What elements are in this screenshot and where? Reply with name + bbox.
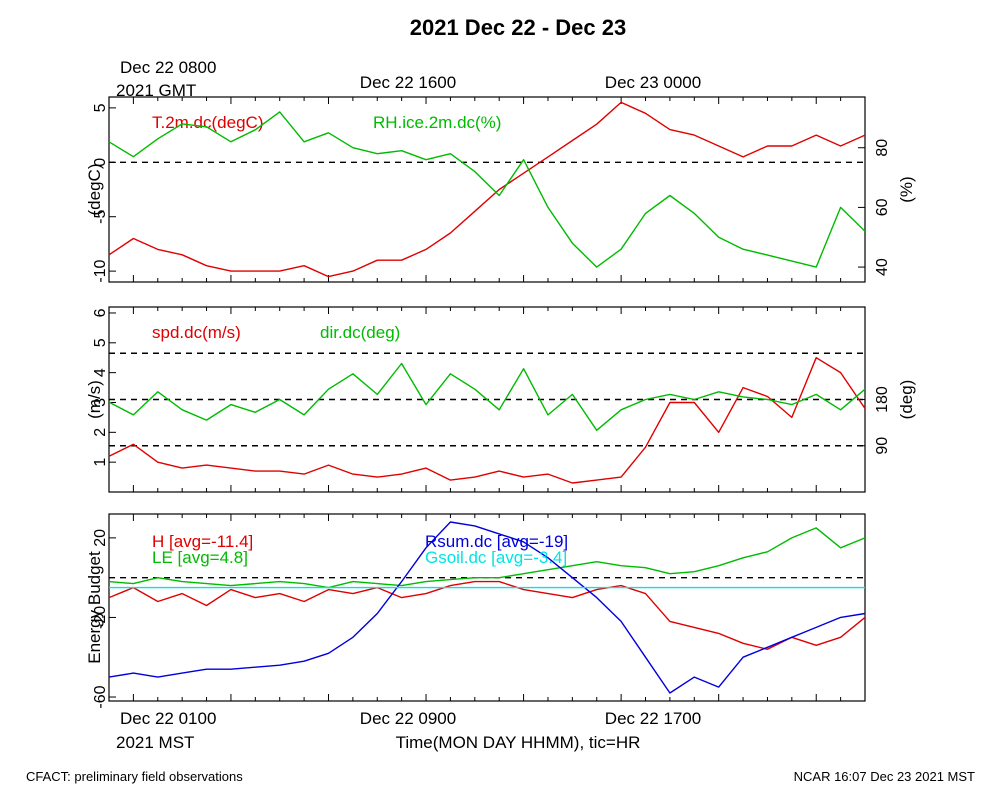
legend-entry: dir.dc(deg) xyxy=(320,323,400,342)
y-tick-label-left: 3 xyxy=(92,398,109,407)
y-axis-title-right: (%) xyxy=(897,176,916,202)
legend-entry: spd.dc(m/s) xyxy=(152,323,241,342)
panel-energy: 20 -20 -60 Energy Budget H [avg=-11.4]LE [av… xyxy=(85,513,866,709)
y-tick-label-left: 5 xyxy=(92,103,109,112)
gmt-label-start: Dec 22 0800 xyxy=(120,58,216,77)
legend-entry: H [avg=-11.4] xyxy=(152,532,253,551)
panel-temperature-rh: 5 0 -5 -10 80 60 40 (degC) (%) T.2m.dc(degC) RH.ic… xyxy=(85,96,916,283)
y-tick-label-right: 40 xyxy=(874,258,891,276)
series-line-green xyxy=(108,111,866,268)
legend-entry: Gsoil.dc [avg=-3.4] xyxy=(425,548,567,567)
legend-entry: LE [avg=4.8] xyxy=(152,548,248,567)
panel-frame xyxy=(108,96,866,283)
chart-title: 2021 Dec 22 - Dec 23 xyxy=(410,15,627,40)
series-line-red xyxy=(108,101,866,278)
y-axis-title-left: (m/s) xyxy=(85,380,104,419)
panel-frame xyxy=(108,513,866,702)
y-axis-title-left: Energy Budget xyxy=(85,551,104,664)
legend-entry: RH.ice.2m.dc(%) xyxy=(373,113,501,132)
gmt-label-year: 2021 GMT xyxy=(116,81,196,100)
y-axis-title-left: (degC) xyxy=(85,164,104,216)
gmt-label-end: Dec 23 0000 xyxy=(605,73,701,92)
footer-left: CFACT: preliminary field observations xyxy=(26,769,243,784)
y-tick-label-right: 180 xyxy=(874,386,891,413)
legend-entry: Rsum.dc [avg=-19] xyxy=(425,532,568,551)
y-tick-label-left: 1 xyxy=(92,458,109,467)
series-line-green xyxy=(108,527,866,589)
y-tick-label-left: 4 xyxy=(92,368,109,377)
y-tick-label-left: 6 xyxy=(92,308,109,317)
footer-right: NCAR 16:07 Dec 23 2021 MST xyxy=(794,769,975,784)
gmt-label-mid: Dec 22 1600 xyxy=(360,73,456,92)
legend-entry: T.2m.dc(degC) xyxy=(152,113,263,132)
mst-label-start: Dec 22 0100 xyxy=(120,709,216,728)
series-line-red xyxy=(108,580,866,650)
y-tick-label-left: 2 xyxy=(92,428,109,437)
x-axis-title: Time(MON DAY HHMM), tic=HR xyxy=(396,733,641,752)
y-tick-label-left: -20 xyxy=(92,606,109,629)
y-tick-label-right: 90 xyxy=(874,437,891,455)
series-line-red xyxy=(108,357,866,484)
y-tick-label-left: -60 xyxy=(92,685,109,708)
y-tick-label-left: 20 xyxy=(92,529,109,547)
panel-wind: 6 5 4 3 2 1 180 90 (m/s) (deg) spd.dc(m/s) dir.dc(d… xyxy=(85,306,916,493)
y-tick-label-left: 5 xyxy=(92,338,109,347)
mst-label-year: 2021 MST xyxy=(116,733,194,752)
series-line-green xyxy=(108,362,866,431)
y-tick-label-left: 0 xyxy=(92,158,109,167)
y-tick-label-right: 80 xyxy=(874,139,891,157)
series-line-blue xyxy=(108,521,866,694)
mst-label-end: Dec 22 1700 xyxy=(605,709,701,728)
panels-group: 5 0 -5 -10 80 60 40 (degC) (%) T.2m.dc(degC) RH.ic… xyxy=(85,96,916,709)
y-axis-title-right: (deg) xyxy=(897,380,916,420)
y-tick-label-left: -5 xyxy=(92,209,109,223)
y-tick-label-left: -10 xyxy=(92,259,109,282)
mst-label-mid: Dec 22 0900 xyxy=(360,709,456,728)
y-tick-label-right: 60 xyxy=(874,198,891,216)
